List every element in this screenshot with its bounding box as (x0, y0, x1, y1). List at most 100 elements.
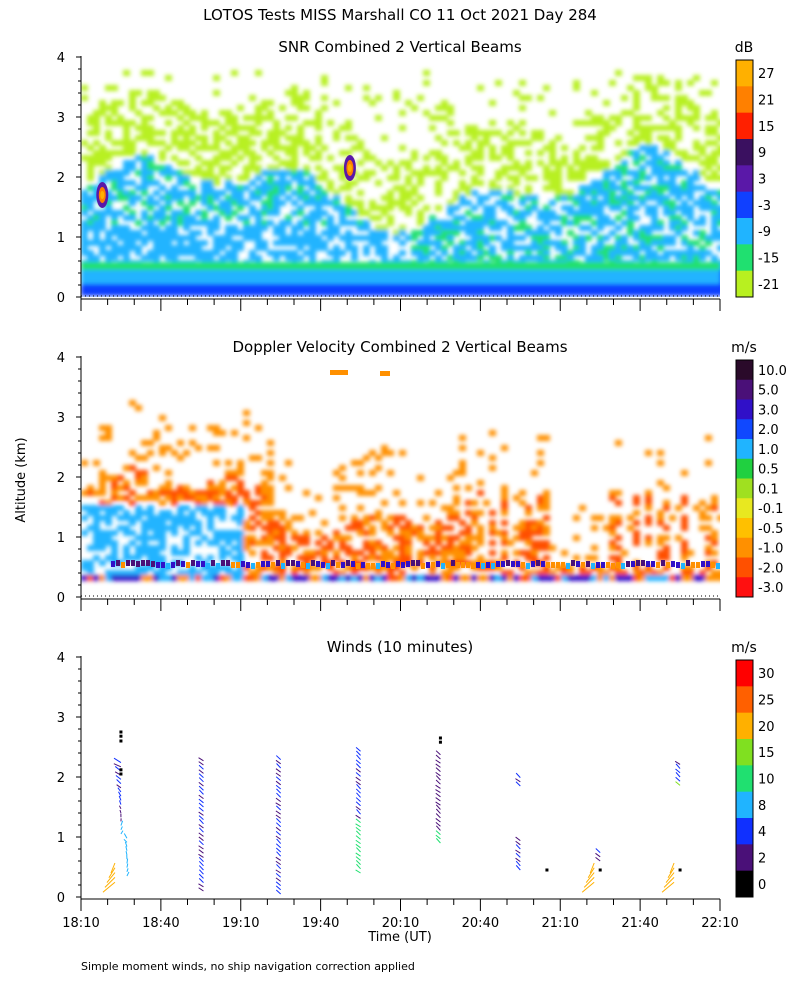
doppler-cell (381, 545, 388, 551)
doppler-cell (639, 570, 646, 576)
snr-cell (105, 210, 112, 216)
doppler-cell (93, 545, 100, 551)
doppler-cell (207, 540, 214, 546)
doppler-cell (225, 575, 232, 581)
snr-cell (231, 145, 238, 151)
snr-cell (615, 155, 622, 161)
snr-cell (531, 290, 538, 296)
snr-cell (285, 145, 292, 151)
doppler-cell (501, 555, 508, 561)
doppler-cell (591, 515, 598, 521)
doppler-cell (489, 430, 496, 436)
doppler-cell (315, 495, 322, 501)
snr-cell (129, 285, 136, 291)
snr-cell (507, 155, 514, 161)
wind-barb (275, 860, 281, 866)
snr-cell (225, 195, 232, 201)
doppler-cell (153, 465, 160, 471)
snr-cell (357, 140, 364, 146)
snr-cell (177, 100, 184, 106)
snr-cell (345, 150, 352, 156)
doppler-cell (219, 550, 226, 556)
snr-cell (273, 195, 280, 201)
snr-cell (279, 220, 286, 226)
snr-cell (231, 115, 238, 121)
doppler-cell (417, 500, 424, 506)
snr-cell (507, 235, 514, 241)
doppler-cell (141, 475, 148, 481)
snr-cell (279, 160, 286, 166)
doppler-cell (159, 485, 166, 491)
doppler-cell (153, 520, 160, 526)
doppler-cell (171, 490, 178, 496)
doppler-cell (261, 555, 268, 561)
doppler-cell (447, 550, 454, 556)
doppler-cell (663, 525, 670, 531)
doppler-cell (225, 470, 232, 476)
snr-cell (441, 155, 448, 161)
doppler-cell (267, 470, 274, 476)
snr-cell (501, 285, 508, 291)
snr-cell (255, 240, 262, 246)
snr-cell (507, 150, 514, 156)
snr-cell (393, 185, 400, 191)
snr-cell (483, 240, 490, 246)
snr-cell (453, 130, 460, 136)
snr-cell (651, 150, 658, 156)
snr-cell (627, 190, 634, 196)
doppler-cell (129, 515, 136, 521)
doppler-cell (687, 550, 694, 556)
doppler-cell (351, 550, 358, 556)
snr-cell (87, 205, 94, 211)
snr-cell (261, 170, 268, 176)
snr-cell (627, 140, 634, 146)
snr-cell (435, 220, 442, 226)
snr-cell (597, 210, 604, 216)
doppler-cell (219, 485, 226, 491)
snr-cell (333, 165, 340, 171)
colorbar-label: 0.1 (758, 482, 779, 497)
doppler-cell (171, 525, 178, 531)
doppler-band-cell (301, 562, 305, 568)
doppler-cell (147, 560, 154, 566)
snr-cell (675, 225, 682, 231)
snr-cell (189, 195, 196, 201)
snr-cell (603, 170, 610, 176)
doppler-cell (111, 550, 118, 556)
doppler-cell (387, 515, 394, 521)
snr-cell (111, 255, 118, 261)
snr-cell (645, 235, 652, 241)
snr-colorbar-unit: dB (735, 40, 754, 56)
doppler-cell (267, 450, 274, 456)
doppler-cell (195, 505, 202, 511)
wind-barb (355, 776, 361, 782)
snr-cell (657, 95, 664, 101)
snr-cell (267, 180, 274, 186)
snr-cell (525, 285, 532, 291)
doppler-cell (489, 525, 496, 531)
snr-cell (489, 145, 496, 151)
snr-cell (261, 105, 268, 111)
snr-cell (489, 215, 496, 221)
snr-cell (663, 105, 670, 111)
doppler-cell (465, 510, 472, 516)
wind-marker (545, 868, 549, 872)
doppler-cell (99, 500, 106, 506)
snr-cell (549, 150, 556, 156)
doppler-cell (183, 515, 190, 521)
snr-cell (687, 205, 694, 211)
snr-cell (459, 200, 466, 206)
snr-cell (81, 235, 88, 241)
snr-cell (123, 215, 130, 221)
doppler-cell (261, 565, 268, 571)
snr-cell (657, 125, 664, 131)
doppler-cell (543, 515, 550, 521)
doppler-cell (621, 575, 628, 581)
doppler-cell (351, 565, 358, 571)
snr-cell (201, 195, 208, 201)
snr-cell (273, 250, 280, 256)
snr-cell (159, 220, 166, 226)
doppler-cell (453, 470, 460, 476)
snr-cell (303, 290, 310, 296)
doppler-cell (99, 560, 106, 566)
